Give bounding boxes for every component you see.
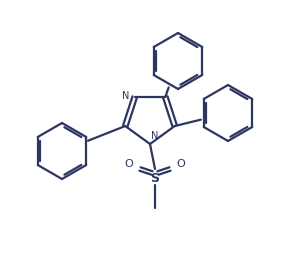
Text: S: S — [151, 171, 160, 185]
Text: O: O — [125, 159, 133, 169]
Text: N: N — [151, 131, 159, 141]
Text: N: N — [122, 91, 129, 101]
Text: O: O — [177, 159, 185, 169]
